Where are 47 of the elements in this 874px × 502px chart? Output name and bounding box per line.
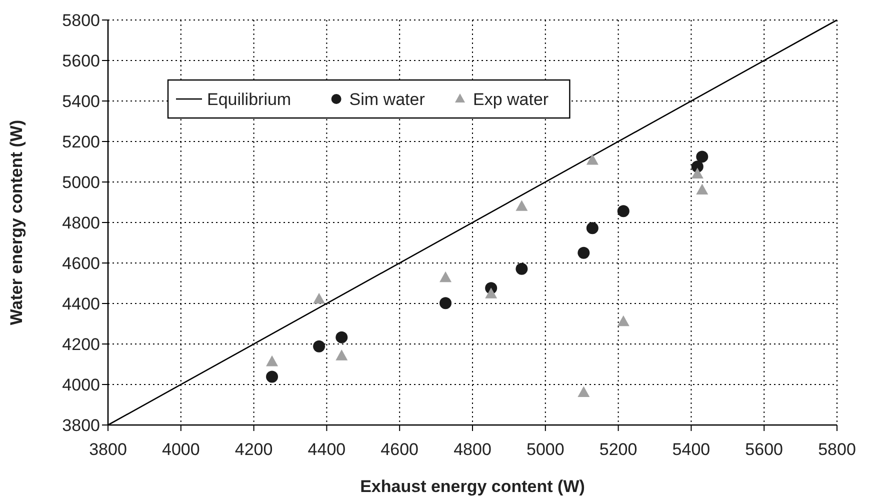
point (313, 292, 326, 304)
x-tick-label: 5400 (672, 440, 710, 459)
point (516, 262, 528, 275)
y-tick-label: 5000 (62, 172, 100, 192)
legend-label: Sim water (349, 90, 426, 109)
point (696, 184, 708, 195)
y-tick-label: 4600 (62, 254, 100, 273)
y-tick-label: 4200 (62, 334, 100, 354)
x-tick-label: 3800 (89, 440, 127, 459)
legend-label: Equilibrium (207, 90, 292, 109)
point (691, 168, 704, 179)
x-tick-label: 5800 (818, 440, 856, 459)
y-tick-label: 4400 (62, 294, 100, 314)
x-axis-title: Exhaust energy content (W) (360, 477, 585, 496)
point (336, 350, 348, 360)
point (440, 297, 452, 310)
point (516, 200, 528, 211)
point (336, 331, 348, 344)
x-tick-label: 4600 (380, 440, 419, 459)
y-tick-label: 5600 (62, 51, 100, 70)
point (696, 150, 708, 163)
y-tick-label: 5400 (62, 92, 100, 111)
x-tick-label: 4200 (234, 440, 273, 459)
point (586, 154, 598, 165)
point (586, 222, 598, 234)
point (485, 288, 498, 298)
x-tick-label: 5200 (599, 440, 638, 459)
legend-label: Exp water (473, 90, 549, 109)
y-tick-label: 5200 (62, 132, 100, 152)
point (313, 340, 326, 352)
point (617, 205, 630, 218)
x-tick-label: 4000 (162, 440, 200, 459)
point (617, 315, 630, 326)
point (578, 386, 590, 397)
x-tick-label: 5000 (526, 440, 564, 459)
y-axis-title: Water energy content (W) (7, 120, 26, 326)
y-tick-label: 4800 (62, 213, 100, 232)
y-tick-label: 3800 (62, 416, 100, 435)
point (266, 370, 278, 383)
point (440, 271, 452, 282)
x-tick-label: 5600 (745, 440, 784, 459)
x-tick-label: 4400 (308, 440, 346, 459)
point (266, 355, 278, 366)
x-tick-label: 4800 (454, 440, 492, 459)
y-tick-label: 5800 (62, 10, 100, 30)
point (578, 246, 590, 259)
y-tick-label: 4000 (62, 375, 100, 394)
